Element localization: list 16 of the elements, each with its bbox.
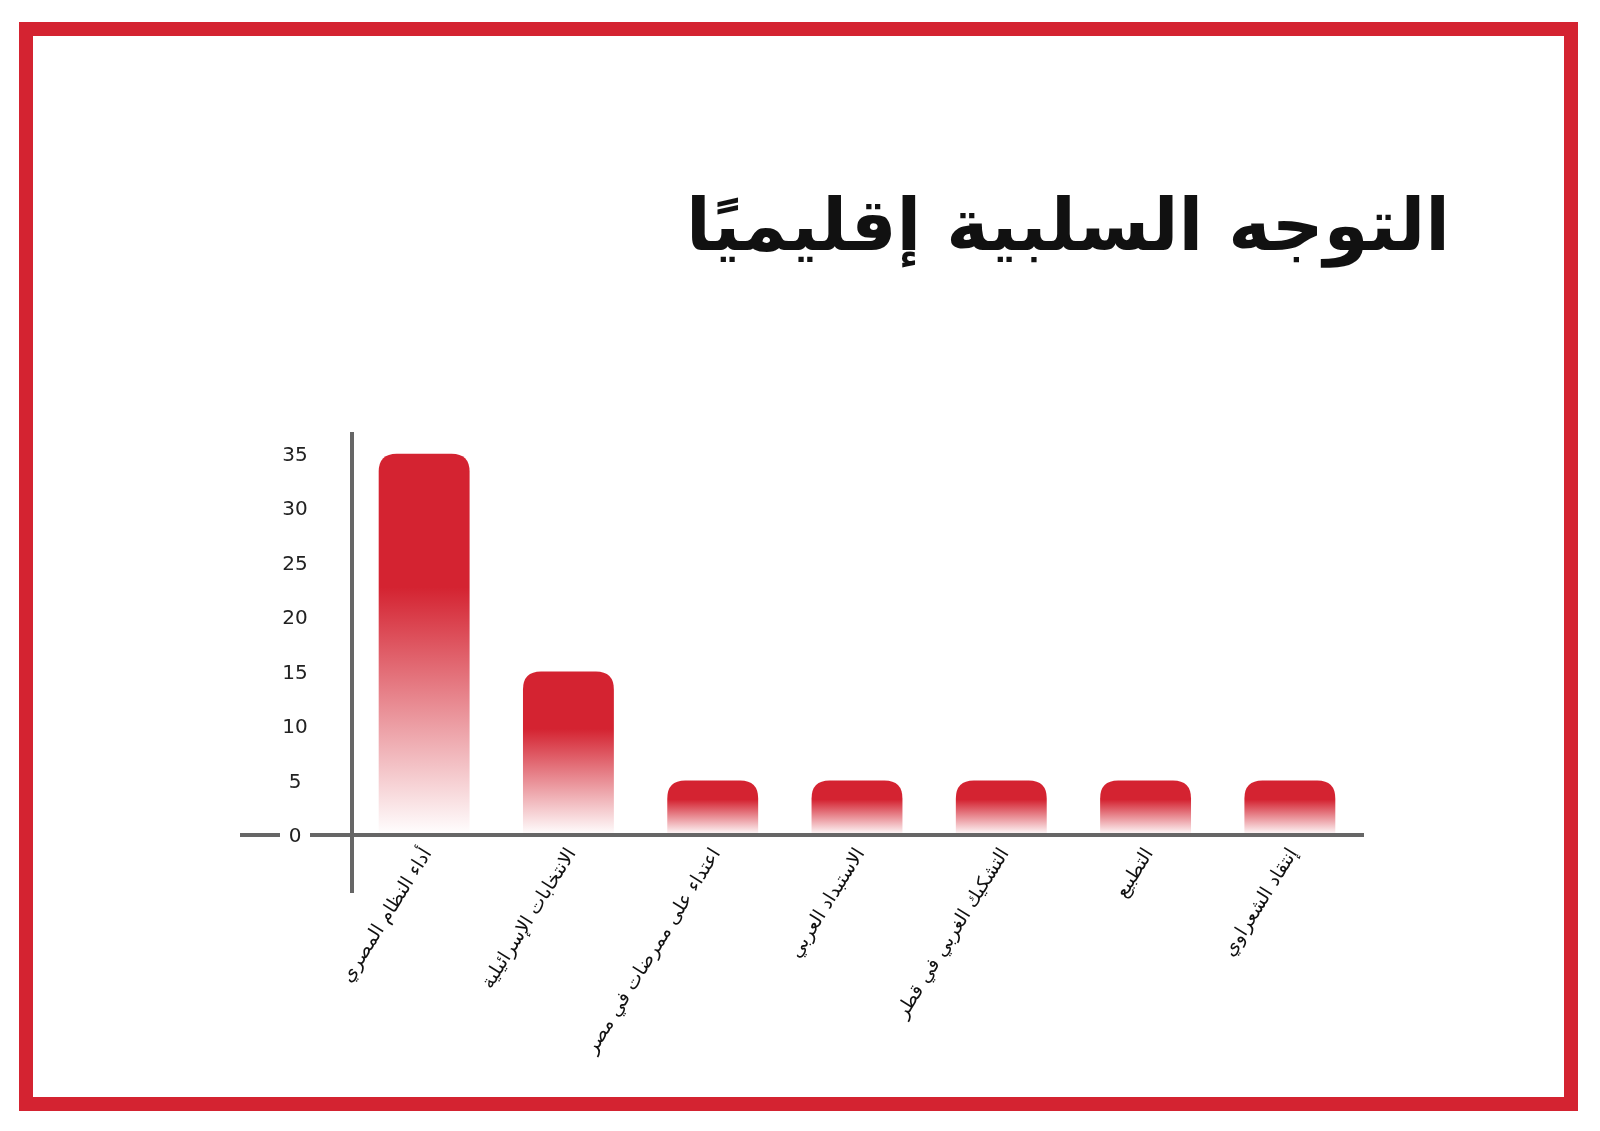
xtick: أداء النظام المصري	[335, 843, 436, 986]
xtick: الانتخابات الإسرائيلية	[475, 843, 580, 992]
ytick: 35	[282, 441, 308, 466]
xtick: التشكيك الغربي في قطر	[890, 843, 1013, 1022]
ytick: 5	[288, 768, 302, 793]
xtick: التطبيع	[1109, 843, 1157, 901]
ytick: 15	[282, 659, 308, 684]
ytick: 10	[282, 714, 308, 739]
xtick: الاستبداد العربي	[783, 843, 869, 962]
ytick: 25	[282, 550, 308, 575]
ytick: 0	[288, 823, 302, 847]
ytick: 30	[282, 496, 308, 521]
ytick: 20	[282, 605, 308, 630]
xtick: اعتداء على ممرضات في مصر	[579, 843, 725, 1057]
xtick: إنتقاد الشعراوي	[1217, 843, 1302, 960]
title: التوجه السلبية إقليميًا	[685, 183, 1450, 267]
